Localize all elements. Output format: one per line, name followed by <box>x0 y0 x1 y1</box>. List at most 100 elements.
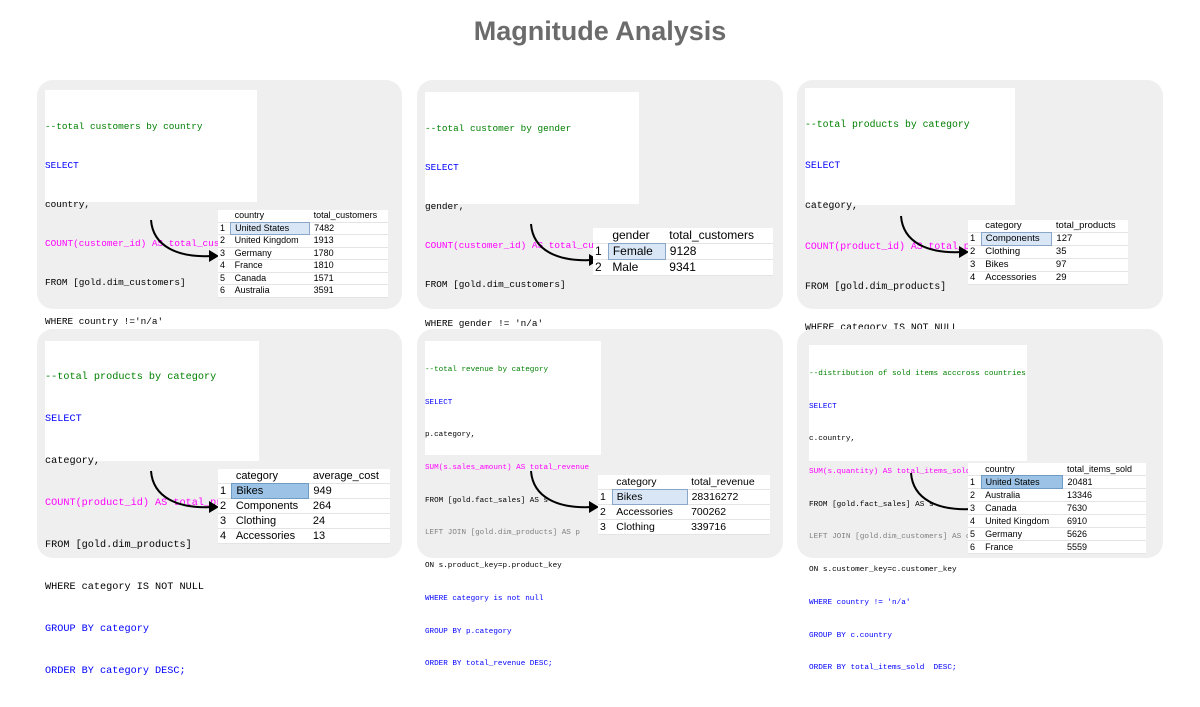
arrow-icon <box>150 219 219 262</box>
selected-cell[interactable]: United States <box>980 475 1064 489</box>
code-line: --distribution of sold items acccross co… <box>809 369 1026 378</box>
row-number: 2 <box>600 506 606 518</box>
table-cell: 3591 <box>313 285 334 295</box>
code-line: ON s.customer_key=c.customer_key <box>809 566 957 575</box>
table-row[interactable]: 2 Male 9341 <box>593 260 773 276</box>
results-grid[interactable]: gender total_customers 1 Female 9128 2 M… <box>593 228 773 276</box>
column-header: category <box>985 220 1022 231</box>
table-row[interactable]: 3 Canada 7630 <box>968 502 1146 515</box>
table-row[interactable]: 4 Accessories 29 <box>968 272 1128 285</box>
table-cell: Accessories <box>985 272 1037 283</box>
row-number: 2 <box>595 260 602 274</box>
code-line: GROUP BY p.category <box>425 627 512 636</box>
table-row[interactable]: 2 United Kingdom 1913 <box>218 235 388 247</box>
table-cell: Accessories <box>235 530 296 542</box>
table-row[interactable]: 2 Components 264 <box>218 499 390 514</box>
code-line: COUNT(product_id) AS total_products <box>45 498 259 509</box>
table-row[interactable]: 3 Clothing 24 <box>218 514 390 529</box>
row-number: 3 <box>970 503 976 513</box>
selected-cell[interactable]: Components <box>980 232 1053 246</box>
table-row[interactable]: 2 Accessories 700262 <box>598 505 770 520</box>
table-cell: 1780 <box>313 247 334 258</box>
column-header: country <box>234 210 265 220</box>
results-grid[interactable]: country total_customers 1 United States … <box>218 210 388 298</box>
table-cell: Australia <box>985 490 1021 500</box>
column-header <box>968 463 981 476</box>
table-row[interactable]: 1 Bikes 949 <box>218 483 390 499</box>
table-cell: Male <box>612 260 639 274</box>
results-grid[interactable]: category total_products 1 Components 127… <box>968 220 1128 285</box>
table-row[interactable]: 2 Australia 13346 <box>968 489 1146 502</box>
table-header-row: category average_cost <box>218 469 390 484</box>
code-line: SELECT <box>809 402 837 411</box>
sql-code-block[interactable]: --total revenue by category SELECT p.cat… <box>425 341 601 668</box>
sql-code-block[interactable]: --total products by category SELECT cate… <box>805 88 1015 414</box>
code-line: SUM(s.quantity) AS total_items_sold <box>809 467 971 476</box>
sql-code-block[interactable]: --distribution of sold items acccross co… <box>809 345 1027 672</box>
table-cell: 13 <box>312 530 326 542</box>
table-cell: 35 <box>1055 246 1067 257</box>
table-cell: France <box>234 260 263 270</box>
row-number: 1 <box>220 222 226 233</box>
results-grid[interactable]: category average_cost 1 Bikes 949 2 Comp… <box>218 469 390 544</box>
table-row[interactable]: 1 Components 127 <box>968 232 1128 246</box>
row-number: 2 <box>970 490 976 500</box>
table-cell: 9128 <box>669 244 697 258</box>
code-line: WHERE category IS NOT NULL <box>45 582 204 593</box>
table-cell: Canada <box>234 272 267 283</box>
table-cell: 7630 <box>1066 503 1087 513</box>
code-line: LEFT JOIN [gold.dim_products] AS p <box>425 529 580 538</box>
table-header-row: gender total_customers <box>593 228 773 244</box>
table-cell: Germany <box>985 529 1023 539</box>
table-header-row: category total_revenue <box>598 475 770 490</box>
column-header: category <box>616 476 657 488</box>
table-row[interactable]: 1 Female 9128 <box>593 243 773 260</box>
code-line: SELECT <box>45 414 82 425</box>
table-cell: 264 <box>312 500 332 512</box>
table-cell: Components <box>235 500 299 512</box>
results-grid[interactable]: category total_revenue 1 Bikes 28316272 … <box>598 475 770 535</box>
table-row[interactable]: 6 Australia 3591 <box>218 285 388 297</box>
table-cell: 97 <box>1055 259 1067 270</box>
table-row[interactable]: 4 Accessories 13 <box>218 529 390 544</box>
table-row[interactable]: 1 United States 7482 <box>218 221 388 235</box>
table-row[interactable]: 3 Bikes 97 <box>968 259 1128 272</box>
table-row[interactable]: 5 Canada 1571 <box>218 272 388 285</box>
table-row[interactable]: 4 France 1810 <box>218 260 388 272</box>
code-line: SELECT <box>45 160 79 171</box>
sql-code-block[interactable]: --total customers by country SELECT coun… <box>45 90 257 405</box>
selected-cell[interactable]: Bikes <box>611 489 688 505</box>
table-row[interactable]: 4 United Kingdom 6910 <box>968 515 1146 528</box>
selected-cell[interactable]: United States <box>230 221 311 235</box>
table-row[interactable]: 2 Clothing 35 <box>968 246 1128 259</box>
table-row[interactable]: 1 United States 20481 <box>968 475 1146 489</box>
table-row[interactable]: 5 Germany 5626 <box>968 528 1146 541</box>
query-card-average-cost-by-category: --total products by category SELECT cate… <box>37 329 402 677</box>
table-row[interactable]: 3 Germany 1780 <box>218 247 388 260</box>
code-line: category, <box>45 456 101 467</box>
table-cell: 127 <box>1056 233 1073 244</box>
table-row[interactable]: 6 France 5559 <box>968 541 1146 554</box>
table-row[interactable]: 1 Bikes 28316272 <box>598 489 770 505</box>
code-line: FROM [gold.dim_customers] <box>45 277 186 288</box>
sql-code-block[interactable]: --total customer by gender SELECT gender… <box>425 92 639 407</box>
sql-code-block[interactable]: --total products by category SELECT cate… <box>45 341 259 677</box>
table-row[interactable]: 3 Clothing 339716 <box>598 520 770 535</box>
query-card-customers-by-gender: --total customer by gender SELECT gender… <box>417 80 783 407</box>
column-header: total_customers <box>313 210 378 220</box>
column-header: gender <box>612 228 650 242</box>
results-grid[interactable]: country total_items_sold 1 United States… <box>968 463 1146 554</box>
column-header: country <box>985 464 1015 474</box>
table-cell: 1913 <box>313 235 334 245</box>
column-header: total_products <box>1055 220 1116 231</box>
code-line: --total products by category <box>805 119 970 130</box>
row-number: 1 <box>600 491 606 503</box>
selected-cell[interactable]: Female <box>607 243 666 260</box>
row-number: 4 <box>970 516 976 526</box>
row-number: 2 <box>220 235 226 245</box>
code-line: SUM(s.sales_amount) AS total_revenue <box>425 463 590 472</box>
selected-cell[interactable]: Bikes <box>231 483 310 499</box>
query-card-products-by-category: --total products by category SELECT cate… <box>797 80 1163 414</box>
row-number: 3 <box>220 515 227 527</box>
column-header <box>218 210 231 222</box>
